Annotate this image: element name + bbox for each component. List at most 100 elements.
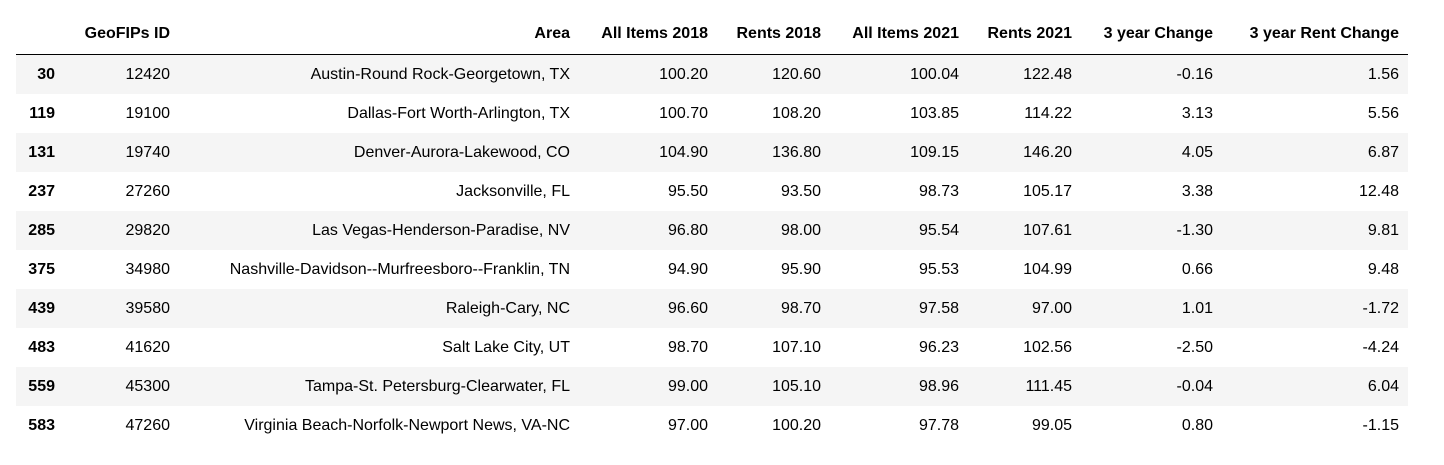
cell-all-items-2021: 98.73 [830,172,968,211]
cell-rents-2021: 122.48 [968,55,1081,95]
cell-all-items-2018: 104.90 [579,133,717,172]
row-index: 237 [16,172,64,211]
cell-geofips-id: 34980 [64,250,179,289]
cell-geofips-id: 47260 [64,406,179,445]
cell-3-year-change: 3.13 [1081,94,1222,133]
cell-rents-2021: 97.00 [968,289,1081,328]
cell-rents-2021: 99.05 [968,406,1081,445]
table-row: 285 29820 Las Vegas-Henderson-Paradise, NV… [16,211,1408,250]
header-row: GeoFIPs ID Area All Items 2018 Rents 201… [16,14,1408,55]
dataframe-output: GeoFIPs ID Area All Items 2018 Rents 201… [16,14,1408,445]
cell-rents-2021: 111.45 [968,367,1081,406]
row-index: 285 [16,211,64,250]
cell-all-items-2018: 96.80 [579,211,717,250]
dataframe-table: GeoFIPs ID Area All Items 2018 Rents 201… [16,14,1408,445]
cell-all-items-2018: 96.60 [579,289,717,328]
cell-area: Virginia Beach-Norfolk-Newport News, VA-… [179,406,579,445]
cell-all-items-2021: 100.04 [830,55,968,95]
row-index: 131 [16,133,64,172]
cell-rents-2018: 120.60 [717,55,830,95]
cell-all-items-2021: 97.78 [830,406,968,445]
cell-all-items-2018: 99.00 [579,367,717,406]
cell-all-items-2018: 94.90 [579,250,717,289]
row-index: 30 [16,55,64,95]
cell-3-year-change: -0.16 [1081,55,1222,95]
cell-geofips-id: 27260 [64,172,179,211]
cell-rents-2018: 98.70 [717,289,830,328]
cell-all-items-2021: 95.53 [830,250,968,289]
cell-area: Dallas-Fort Worth-Arlington, TX [179,94,579,133]
cell-all-items-2018: 95.50 [579,172,717,211]
cell-area: Jacksonville, FL [179,172,579,211]
row-index: 439 [16,289,64,328]
row-index: 375 [16,250,64,289]
cell-3-year-rent-change: 12.48 [1222,172,1408,211]
cell-3-year-rent-change: 9.81 [1222,211,1408,250]
header-rents-2018: Rents 2018 [717,14,830,55]
header-all-items-2021: All Items 2021 [830,14,968,55]
cell-3-year-change: -0.04 [1081,367,1222,406]
cell-all-items-2021: 96.23 [830,328,968,367]
cell-all-items-2018: 100.70 [579,94,717,133]
table-row: 483 41620 Salt Lake City, UT 98.70 107.10 96.… [16,328,1408,367]
cell-rents-2021: 102.56 [968,328,1081,367]
cell-rents-2018: 107.10 [717,328,830,367]
cell-geofips-id: 45300 [64,367,179,406]
header-rents-2021: Rents 2021 [968,14,1081,55]
cell-3-year-rent-change: 6.87 [1222,133,1408,172]
cell-3-year-change: 0.66 [1081,250,1222,289]
cell-area: Tampa-St. Petersburg-Clearwater, FL [179,367,579,406]
cell-rents-2021: 107.61 [968,211,1081,250]
cell-rents-2021: 146.20 [968,133,1081,172]
table-row: 119 19100 Dallas-Fort Worth-Arlington, TX 1… [16,94,1408,133]
cell-3-year-change: 0.80 [1081,406,1222,445]
cell-all-items-2021: 109.15 [830,133,968,172]
cell-all-items-2021: 98.96 [830,367,968,406]
cell-geofips-id: 39580 [64,289,179,328]
cell-area: Denver-Aurora-Lakewood, CO [179,133,579,172]
cell-rents-2021: 105.17 [968,172,1081,211]
cell-3-year-rent-change: 6.04 [1222,367,1408,406]
header-index [16,14,64,55]
cell-area: Salt Lake City, UT [179,328,579,367]
cell-3-year-rent-change: 5.56 [1222,94,1408,133]
cell-geofips-id: 29820 [64,211,179,250]
cell-3-year-rent-change: 9.48 [1222,250,1408,289]
cell-rents-2018: 98.00 [717,211,830,250]
cell-all-items-2018: 98.70 [579,328,717,367]
table-row: 237 27260 Jacksonville, FL 95.50 93.50 98.73 1… [16,172,1408,211]
row-index: 583 [16,406,64,445]
cell-rents-2018: 105.10 [717,367,830,406]
cell-geofips-id: 19100 [64,94,179,133]
cell-rents-2021: 114.22 [968,94,1081,133]
table-row: 439 39580 Raleigh-Cary, NC 96.60 98.70 97.58 9… [16,289,1408,328]
cell-rents-2018: 93.50 [717,172,830,211]
cell-rents-2018: 95.90 [717,250,830,289]
table-body: 30 12420 Austin-Round Rock-Georgetown, TX 1… [16,55,1408,446]
table-row: 375 34980 Nashville-Davidson--Murfreesboro… [16,250,1408,289]
cell-3-year-change: 3.38 [1081,172,1222,211]
cell-3-year-change: -2.50 [1081,328,1222,367]
cell-area: Nashville-Davidson--Murfreesboro--Frankl… [179,250,579,289]
table-row: 30 12420 Austin-Round Rock-Georgetown, TX 1… [16,55,1408,95]
cell-3-year-change: -1.30 [1081,211,1222,250]
header-area: Area [179,14,579,55]
header-geofips-id: GeoFIPs ID [64,14,179,55]
row-index: 483 [16,328,64,367]
cell-geofips-id: 41620 [64,328,179,367]
cell-rents-2021: 104.99 [968,250,1081,289]
cell-3-year-rent-change: -1.15 [1222,406,1408,445]
row-index: 559 [16,367,64,406]
row-index: 119 [16,94,64,133]
cell-rents-2018: 136.80 [717,133,830,172]
header-3-year-change: 3 year Change [1081,14,1222,55]
cell-rents-2018: 108.20 [717,94,830,133]
cell-3-year-rent-change: 1.56 [1222,55,1408,95]
cell-all-items-2018: 97.00 [579,406,717,445]
cell-3-year-rent-change: -4.24 [1222,328,1408,367]
table-header: GeoFIPs ID Area All Items 2018 Rents 201… [16,14,1408,55]
header-3-year-rent-change: 3 year Rent Change [1222,14,1408,55]
header-all-items-2018: All Items 2018 [579,14,717,55]
table-row: 559 45300 Tampa-St. Petersburg-Clearwater,… [16,367,1408,406]
cell-3-year-change: 4.05 [1081,133,1222,172]
